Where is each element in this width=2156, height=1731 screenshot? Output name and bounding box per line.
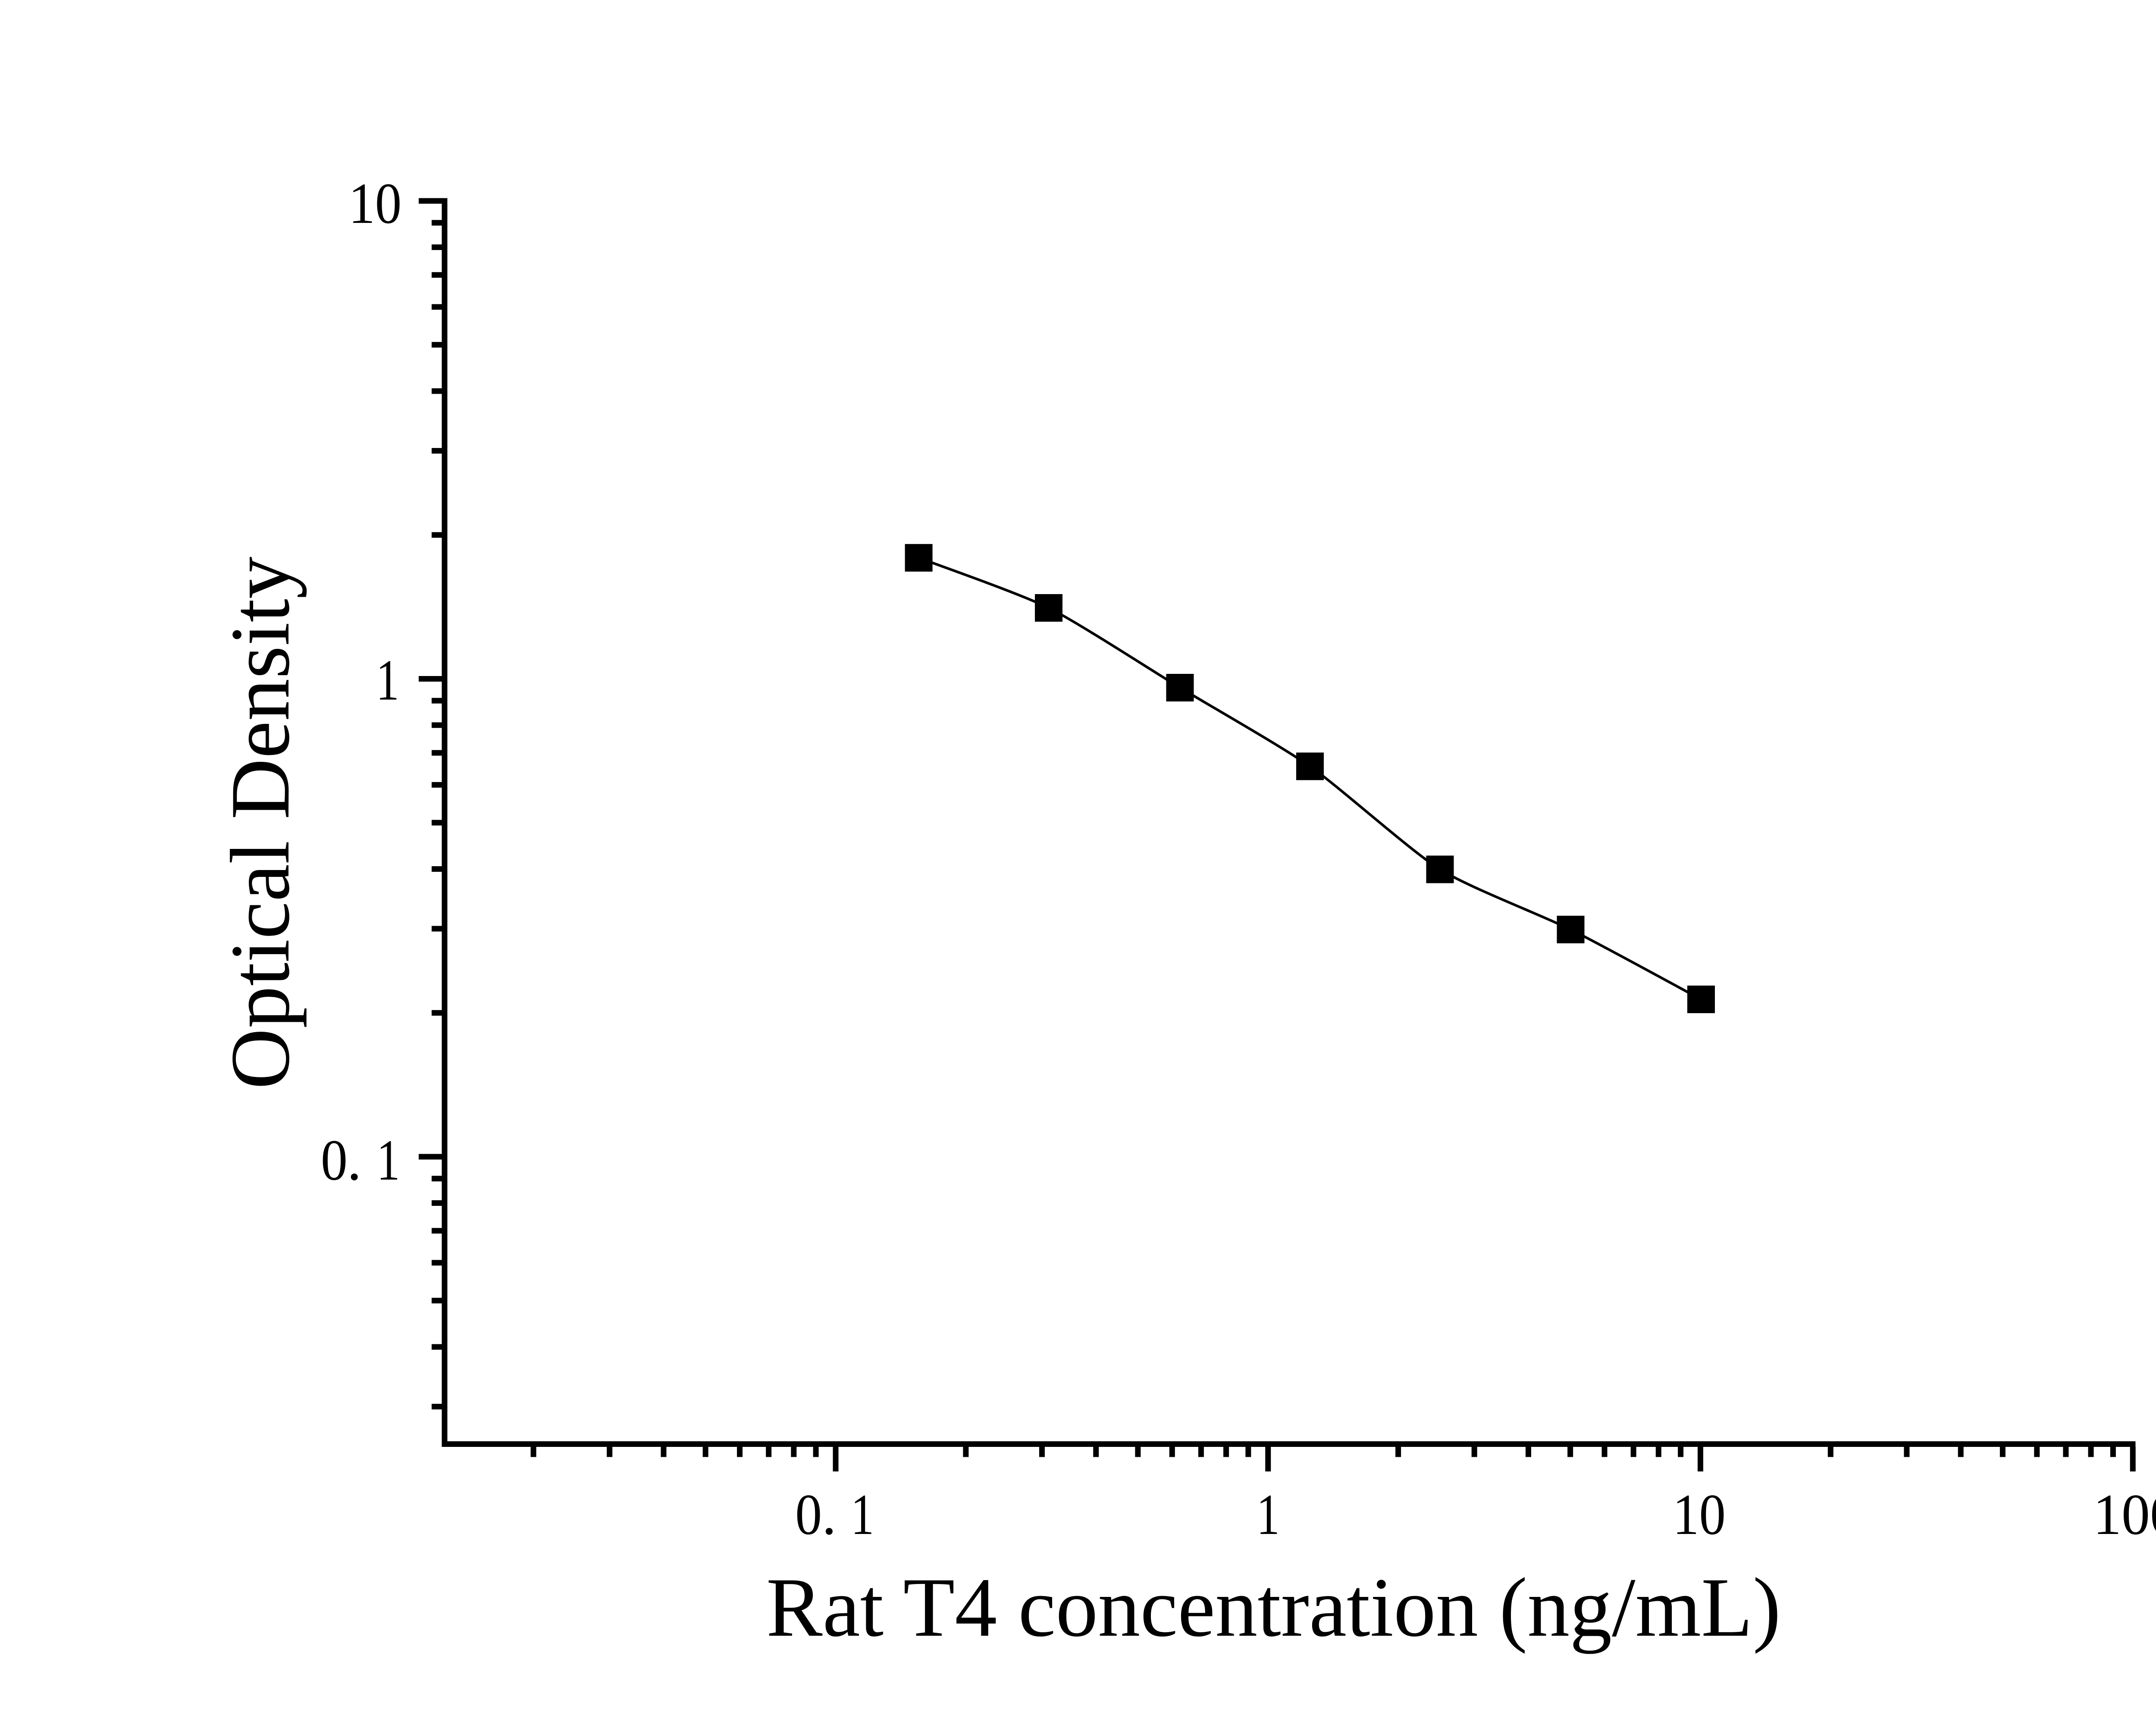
- svg-text:1: 1: [851, 1483, 874, 1547]
- svg-text:1: 1: [376, 648, 399, 713]
- svg-text:10: 10: [348, 172, 401, 236]
- svg-text:0: 0: [795, 1483, 822, 1547]
- svg-text:1: 1: [377, 1128, 400, 1193]
- svg-text:100: 100: [2093, 1483, 2156, 1547]
- svg-text:.: .: [347, 1128, 362, 1193]
- svg-text:1: 1: [1257, 1483, 1280, 1547]
- svg-text:Optical Density: Optical Density: [213, 557, 307, 1089]
- svg-text:10: 10: [1673, 1483, 1726, 1547]
- svg-text:0: 0: [321, 1128, 348, 1193]
- svg-text:.: .: [822, 1483, 837, 1547]
- svg-text:Rat T4 concentration (ng/mL): Rat T4 concentration (ng/mL): [766, 1561, 1781, 1654]
